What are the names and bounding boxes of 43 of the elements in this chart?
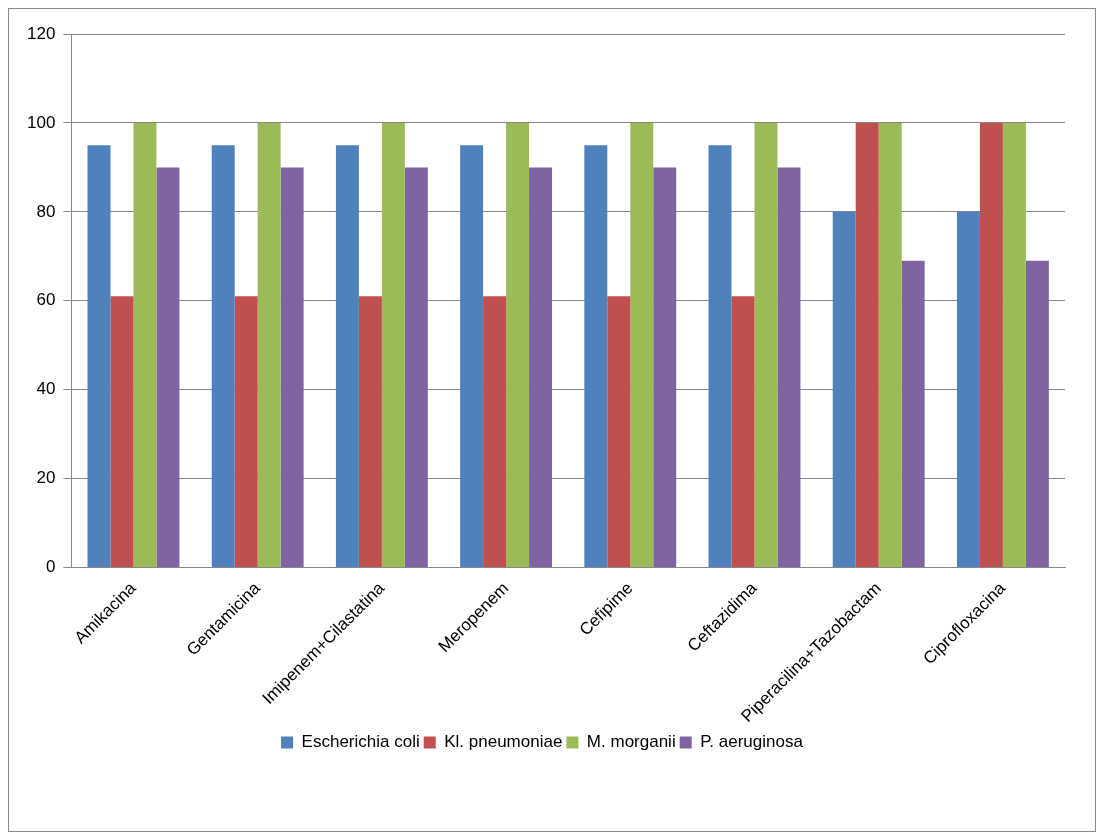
bar: [234, 296, 258, 568]
bar: [483, 296, 507, 568]
bar: [979, 122, 1003, 568]
bar: [133, 122, 157, 568]
bar: [280, 167, 304, 568]
bar: [529, 167, 553, 568]
legend-label: Escherichia coli: [301, 732, 420, 752]
bar: [110, 296, 134, 568]
bar: [257, 122, 281, 568]
y-tick-label: 20: [36, 468, 56, 488]
legend-label: Kl. pneumoniae: [444, 732, 563, 752]
bar: [335, 145, 359, 568]
bar: [777, 167, 801, 568]
bar: [460, 145, 484, 568]
bar: [156, 167, 180, 568]
bar: [87, 145, 111, 568]
y-tick-label: 0: [45, 557, 56, 577]
bar: [653, 167, 677, 568]
bar: [358, 296, 382, 568]
bar: [855, 122, 879, 568]
y-tick-label: 120: [26, 23, 56, 43]
y-tick-label: 40: [36, 379, 56, 399]
bar: [878, 122, 902, 568]
bar: [708, 145, 732, 568]
y-tick-label: 60: [36, 290, 56, 310]
y-tick-label: 80: [36, 201, 56, 221]
bar: [901, 260, 925, 568]
bar: [381, 122, 405, 568]
bar: [1025, 260, 1049, 568]
bar: [607, 296, 631, 568]
bar: [404, 167, 428, 568]
bar: [211, 145, 235, 568]
y-tick-label: 100: [26, 112, 56, 132]
bar: [1002, 122, 1026, 568]
bar: [731, 296, 755, 568]
legend-label: P. aeruginosa: [700, 732, 804, 752]
bar: [630, 122, 654, 568]
bar: [584, 145, 608, 568]
bar: [506, 122, 530, 568]
legend-label: M. morganii: [586, 732, 676, 752]
bar: [832, 211, 856, 568]
bar: [956, 211, 980, 568]
bar: [754, 122, 778, 568]
